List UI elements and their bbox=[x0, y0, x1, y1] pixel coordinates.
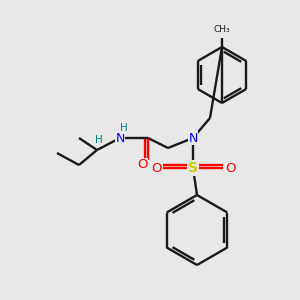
Text: O: O bbox=[225, 161, 235, 175]
Text: O: O bbox=[137, 158, 147, 172]
Text: H: H bbox=[120, 123, 128, 133]
Text: S: S bbox=[188, 161, 198, 175]
Text: N: N bbox=[115, 131, 125, 145]
Text: O: O bbox=[151, 161, 161, 175]
Text: H: H bbox=[95, 135, 103, 145]
Text: N: N bbox=[188, 131, 198, 145]
Text: CH₃: CH₃ bbox=[214, 26, 230, 34]
